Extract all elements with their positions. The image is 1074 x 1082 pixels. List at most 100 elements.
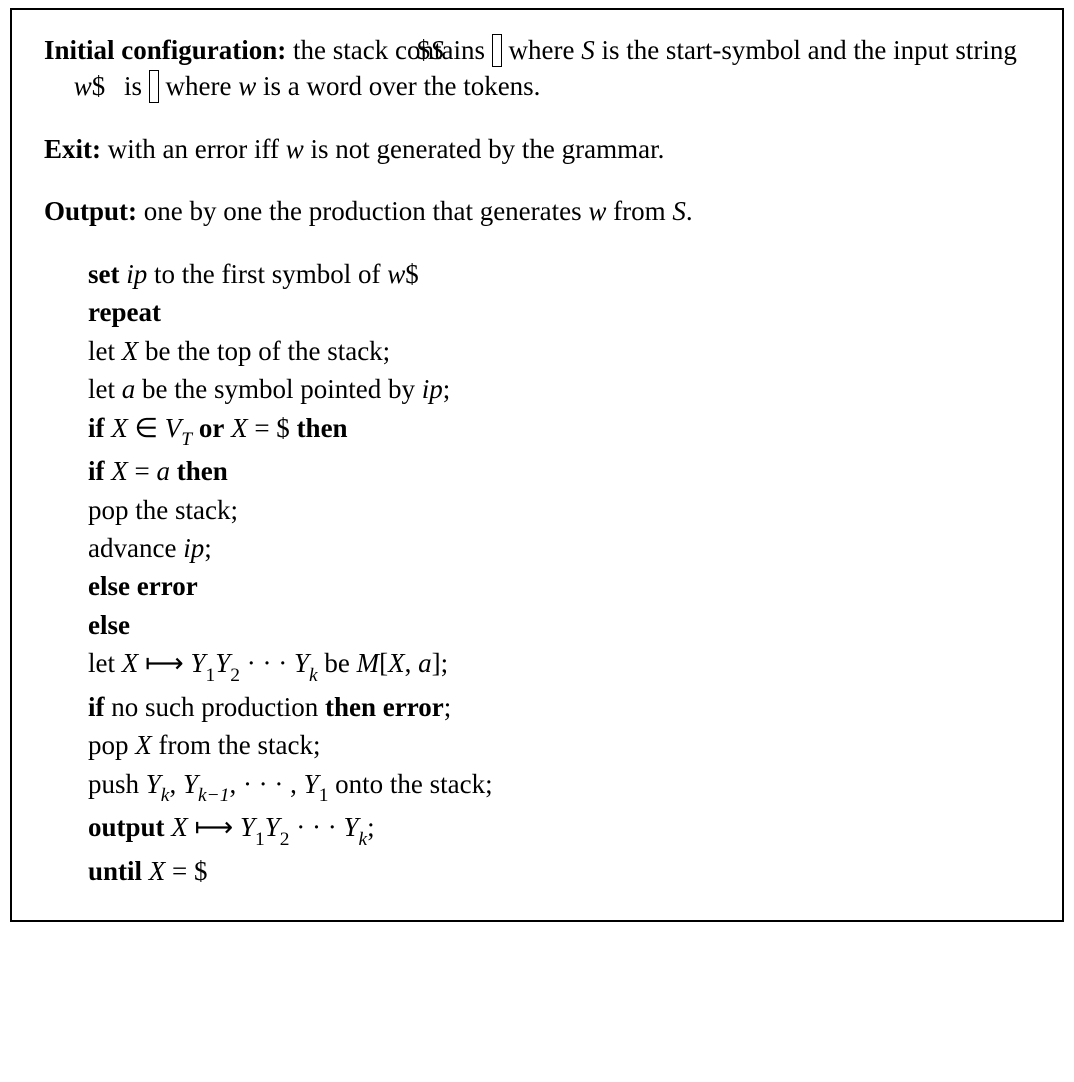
rbracket: ]; — [432, 648, 449, 678]
sym-a: a — [156, 456, 170, 486]
text: be the symbol pointed by — [135, 374, 421, 404]
sub-km1: k−1 — [198, 785, 229, 806]
sym-Y: Y — [265, 812, 280, 842]
text: let — [88, 648, 122, 678]
kw-error: error — [137, 571, 198, 601]
kw-then: then — [177, 456, 228, 486]
sym-X: X — [231, 413, 248, 443]
kw-else: else — [88, 610, 130, 640]
sym-X: X — [122, 648, 139, 678]
sym-X: X — [388, 648, 405, 678]
text: let — [88, 374, 122, 404]
output-description: Output: one by one the production that g… — [44, 193, 1030, 229]
line-push: push Yk, Yk−1, · · · , Y1 onto the stack… — [88, 766, 1030, 808]
kw-then: then — [325, 692, 376, 722]
sym-w: w — [238, 71, 256, 101]
sym-w: w — [74, 71, 92, 101]
line-letX: let X be the top of the stack; — [88, 333, 1030, 369]
sub-k: k — [161, 785, 170, 806]
text: is not generated by the grammar. — [304, 134, 665, 164]
sym-w: w — [588, 196, 606, 226]
kw-else: else — [88, 571, 130, 601]
in: ∈ — [128, 413, 165, 443]
sym-X: X — [111, 413, 128, 443]
kw-if: if — [88, 456, 105, 486]
text: with an error iff — [101, 134, 286, 164]
dollar: $ — [417, 35, 431, 65]
sym-S: S — [430, 35, 444, 65]
arrow: ⟼ — [188, 812, 240, 842]
kw-set: set — [88, 259, 119, 289]
dollar: $ — [92, 71, 106, 101]
kw-then: then — [297, 413, 348, 443]
kw-or: or — [199, 413, 224, 443]
eq: = $ — [165, 856, 207, 886]
dots: · · · — [290, 812, 344, 842]
kw-if: if — [88, 413, 105, 443]
text: advance — [88, 533, 183, 563]
sym-V: V — [165, 413, 182, 443]
text: ; — [444, 692, 452, 722]
sym-S: S — [672, 196, 686, 226]
sym-S: S — [581, 35, 595, 65]
text: where — [502, 35, 581, 65]
text: pop — [88, 730, 135, 760]
line-output: output X ⟼ Y1Y2 · · · Yk; — [88, 809, 1030, 851]
page: Initial configuration: the stack contain… — [0, 0, 1074, 930]
sym-X: X — [122, 336, 139, 366]
boxed-stack: $S — [492, 34, 502, 67]
sym-X: X — [149, 856, 166, 886]
sym-M: M — [357, 648, 380, 678]
line-advance: advance ip; — [88, 530, 1030, 566]
sym-X: X — [111, 456, 128, 486]
semicolon: ; — [367, 812, 375, 842]
text: let — [88, 336, 122, 366]
sub-k: k — [359, 829, 368, 850]
kw-output: output — [88, 812, 165, 842]
sym-Y: Y — [304, 769, 319, 799]
comma: , — [405, 648, 419, 678]
text: ; — [204, 533, 212, 563]
sym-Y: Y — [183, 769, 198, 799]
dollar: $ — [405, 259, 419, 289]
sym-Y: Y — [190, 648, 205, 678]
sym-Y: Y — [294, 648, 309, 678]
sym-a: a — [418, 648, 432, 678]
sym-w: w — [286, 134, 304, 164]
comma: , — [283, 769, 303, 799]
line-if-terminal: if X ∈ VT or X = $ then — [88, 410, 1030, 452]
text: push — [88, 769, 146, 799]
label-initial: Initial configuration: — [44, 35, 286, 65]
sym-ip: ip — [422, 374, 443, 404]
dots: · · · — [243, 769, 283, 799]
sub-1: 1 — [206, 665, 216, 686]
line-else-error: else error — [88, 568, 1030, 604]
line-pop: pop the stack; — [88, 492, 1030, 528]
text: to the first symbol of — [147, 259, 387, 289]
exit-condition: Exit: with an error iff w is not generat… — [44, 131, 1030, 167]
kw-error: error — [383, 692, 444, 722]
line-repeat: repeat — [88, 294, 1030, 330]
label-exit: Exit: — [44, 134, 101, 164]
line-if-Xa: if X = a then — [88, 453, 1030, 489]
sub-2: 2 — [230, 665, 240, 686]
kw-until: until — [88, 856, 142, 886]
text: pop the stack; — [88, 495, 238, 525]
text: where — [159, 71, 238, 101]
text: no such production — [105, 692, 325, 722]
sym-Y: Y — [146, 769, 161, 799]
line-let-prod: let X ⟼ Y1Y2 · · · Yk be M[X, a]; — [88, 645, 1030, 687]
algorithm-box: Initial configuration: the stack contain… — [10, 8, 1064, 922]
line-until: until X = $ — [88, 853, 1030, 889]
sym-Y: Y — [240, 812, 255, 842]
sub-k: k — [309, 665, 318, 686]
kw-repeat: repeat — [88, 297, 161, 327]
sub-1: 1 — [255, 829, 265, 850]
dots: · · · — [240, 648, 294, 678]
kw-if: if — [88, 692, 105, 722]
comma: , — [229, 769, 243, 799]
text: ; — [443, 374, 451, 404]
sym-Y: Y — [215, 648, 230, 678]
sub-1: 1 — [319, 785, 329, 806]
eq: = $ — [248, 413, 297, 443]
